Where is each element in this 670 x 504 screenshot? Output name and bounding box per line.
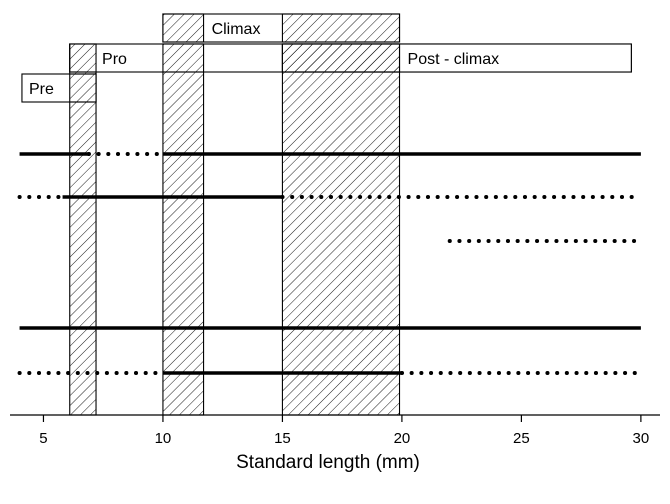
phase-boxes: Pre Pro Climax Post - climax <box>21 13 632 103</box>
transition-band <box>281 43 401 416</box>
phase-box-hatch <box>162 13 205 43</box>
phase-box-hatch <box>69 73 97 103</box>
phase-label: Climax <box>212 21 261 38</box>
x-tick-label: 10 <box>155 430 172 447</box>
x-axis-title: Standard length (mm) <box>236 452 420 473</box>
x-tick-label: 15 <box>274 430 291 447</box>
x-tick-label: 30 <box>633 430 650 447</box>
phase-box-hatch <box>281 13 401 43</box>
phase-label: Pro <box>102 51 127 68</box>
x-tick-label: 5 <box>39 430 47 447</box>
transition-band <box>69 43 97 416</box>
transition-band <box>162 43 205 416</box>
transition-bands <box>69 43 401 416</box>
data-rows <box>17 152 643 375</box>
phase-box-hatch <box>69 43 97 73</box>
x-axis: 5 10 15 20 25 30 <box>10 414 660 447</box>
phase-box-hatch <box>281 43 401 73</box>
phase-label: Pre <box>29 81 54 98</box>
x-tick-label: 25 <box>513 430 530 447</box>
phase-label: Post - climax <box>408 51 500 68</box>
x-tick-label: 20 <box>394 430 411 447</box>
phase-box-hatch <box>162 43 205 73</box>
